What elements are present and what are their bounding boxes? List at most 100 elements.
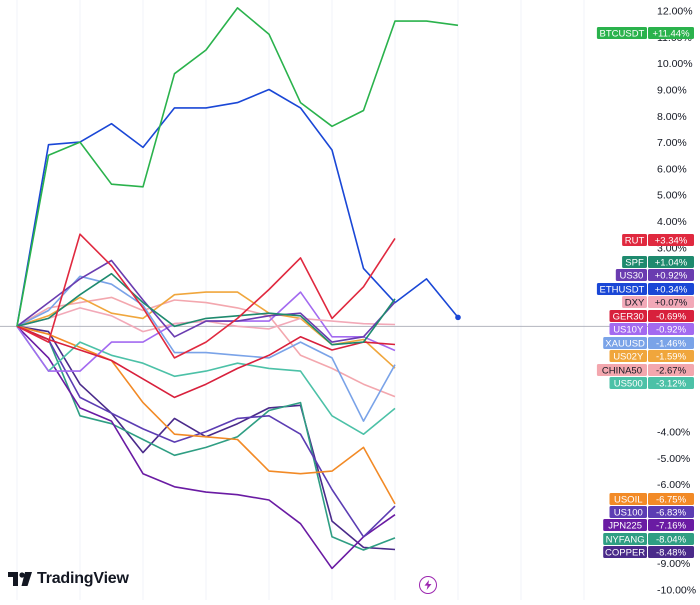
y-tick-label: -4.00% (657, 427, 690, 439)
series-value-label: +3.34% (655, 236, 688, 247)
series-badge-name-bg (622, 256, 647, 268)
series-value-label: -6.75% (656, 495, 687, 506)
series-badge-name-bg (622, 296, 647, 308)
series-badge-us100[interactable]: US100 -6.83% (609, 506, 695, 519)
series-line-jpn225[interactable] (16, 325, 396, 570)
series-name-label: XAUUSD (605, 339, 645, 350)
series-badge-ger30[interactable]: GER30 -0.69% (609, 310, 695, 323)
series-value-label: +0.07% (655, 298, 688, 309)
y-tick-label: 10.00% (657, 58, 693, 70)
series-value-label: -8.04% (656, 535, 687, 546)
series-badge-btcusdt[interactable]: BTCUSDT +11.44% (596, 27, 694, 40)
series-value-label: -2.67% (656, 366, 687, 377)
series-badge-name-bg (609, 350, 647, 362)
tradingview-logo-icon (8, 572, 32, 586)
series-badge-name-bg (609, 377, 647, 389)
series-badge-us02y[interactable]: US02Y -1.59% (609, 350, 695, 363)
series-badge-value-bg (648, 283, 694, 295)
series-badge-nyfang[interactable]: NYFANG -8.04% (603, 533, 694, 546)
series-badge-value-bg (648, 234, 694, 246)
series-badge-name-bg (596, 364, 647, 376)
series-line-btcusdt[interactable] (16, 7, 459, 327)
lightning-bolt-icon (424, 580, 432, 590)
y-tick-label: -6.00% (657, 479, 690, 491)
y-tick-label: 12.00% (657, 6, 693, 18)
series-badge-spf[interactable]: SPF +1.04% (622, 256, 694, 269)
series-name-label: DXY (625, 298, 645, 309)
series-name-label: NYFANG (606, 535, 645, 546)
series-line-spf[interactable] (16, 272, 396, 346)
series-badge-name-bg (609, 506, 647, 518)
series-badge-ethusdt[interactable]: ETHUSDT +0.34% (596, 283, 694, 296)
series-badge-china50[interactable]: CHINA50 -2.67% (596, 364, 694, 377)
series-badge-dxy[interactable]: DXY +0.07% (622, 296, 694, 309)
series-badge-xauusd[interactable]: XAUUSD -1.46% (603, 337, 694, 350)
series-badge-name-bg (609, 310, 647, 322)
series-line-usoil[interactable] (16, 325, 396, 505)
series-badge-value-bg (648, 310, 694, 322)
series-name-label: US500 (614, 379, 643, 390)
lightning-bolt-button[interactable] (419, 576, 437, 594)
series-line-xauusd[interactable] (16, 275, 396, 422)
series-badge-copper[interactable]: COPPER -8.48% (603, 546, 694, 559)
series-badge-name-bg (622, 234, 647, 246)
series-name-label: COPPER (605, 548, 645, 559)
series-name-label: CHINA50 (602, 366, 642, 377)
series-name-label: ETHUSDT (600, 285, 645, 296)
series-value-label: -1.46% (656, 339, 687, 350)
series-value-label: -0.69% (656, 312, 687, 323)
series-value-label: -7.16% (656, 521, 687, 532)
series-line-us500[interactable] (16, 325, 396, 436)
series-line-china50[interactable] (16, 296, 396, 398)
series-badge-value-bg (648, 519, 694, 531)
series-name-label: US02Y (613, 352, 644, 363)
series-value-label: -8.48% (656, 548, 687, 559)
series-badge-value-bg (648, 377, 694, 389)
series-value-label: +11.44% (652, 29, 690, 40)
series-badge-value-bg (648, 350, 694, 362)
series-badge-name-bg (609, 493, 647, 505)
y-tick-label: 7.00% (657, 137, 687, 149)
y-tick-label: -10.00% (657, 584, 696, 596)
series-badge-value-bg (648, 546, 694, 558)
series-badge-us30[interactable]: US30 +0.92% (615, 269, 694, 282)
y-tick-label: 6.00% (657, 163, 687, 175)
series-badge-name-bg (609, 323, 647, 335)
series-name-label: US10Y (613, 325, 644, 336)
tradingview-logo[interactable]: TradingView (8, 570, 129, 588)
series-line-us100[interactable] (16, 325, 396, 538)
series-value-label: -0.92% (656, 325, 687, 336)
series-name-label: JPN225 (608, 521, 642, 532)
series-badge-usoil[interactable]: USOIL -6.75% (609, 493, 695, 506)
series-badge-value-bg (648, 269, 694, 281)
series-value-label: -1.59% (656, 352, 687, 363)
series-name-label: US100 (614, 508, 643, 519)
series-badge-value-bg (648, 493, 694, 505)
series-name-label: SPF (625, 258, 644, 269)
series-name-label: USOIL (614, 495, 643, 506)
y-tick-label: 9.00% (657, 84, 687, 96)
series-badge-value-bg (648, 506, 694, 518)
series-badge-name-bg (603, 533, 647, 545)
y-tick-label: 8.00% (657, 111, 687, 123)
series-line-us30[interactable] (16, 259, 396, 343)
series-value-label: +0.34% (655, 285, 688, 296)
series-badge-value-bg (648, 364, 694, 376)
series-badge-value-bg (648, 296, 694, 308)
series-badge-rut[interactable]: RUT +3.34% (622, 234, 694, 247)
series-badge-us10y[interactable]: US10Y -0.92% (609, 323, 695, 336)
series-badge-name-bg (603, 519, 647, 531)
series-badge-us500[interactable]: US500 -3.12% (609, 377, 695, 390)
series-badge-name-bg (615, 269, 647, 281)
series-line-ger30[interactable] (16, 325, 396, 399)
series-line-ethusdt[interactable] (16, 88, 459, 327)
y-tick-label: 5.00% (657, 190, 687, 202)
series-value-label: -6.83% (656, 508, 687, 519)
series-badge-jpn225[interactable]: JPN225 -7.16% (603, 519, 694, 532)
series-name-label: RUT (625, 236, 645, 247)
series-badge-name-bg (596, 27, 647, 39)
series-line-rut[interactable] (16, 233, 396, 359)
series-line-nyfang[interactable] (16, 325, 396, 551)
